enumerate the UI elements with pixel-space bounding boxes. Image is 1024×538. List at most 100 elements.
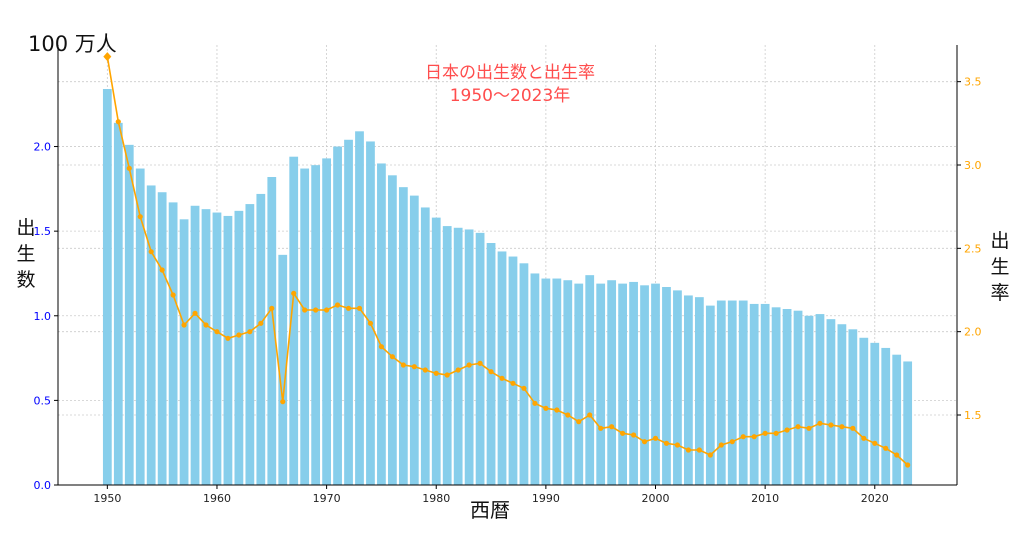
line-point-2000	[652, 435, 659, 441]
line-point-1967	[291, 290, 297, 296]
line-point-1959	[203, 322, 209, 328]
left-y-axis-label: 出 生 数	[14, 215, 38, 293]
line-point-2005	[707, 452, 713, 458]
bar-1995	[596, 283, 606, 485]
line-point-2015	[817, 420, 823, 426]
bar-1972	[344, 139, 353, 485]
line-point-1983	[466, 362, 472, 368]
bar-1962	[234, 210, 244, 485]
x-tick-label: 2020	[861, 492, 889, 505]
bar-1956	[168, 202, 178, 485]
line-point-1968	[302, 307, 308, 313]
bar-1952	[124, 144, 134, 485]
line-point-1992	[565, 412, 571, 418]
line-point-2007	[729, 439, 735, 445]
line-point-1961	[225, 335, 231, 341]
y-right-tick-label: 3.5	[964, 76, 982, 89]
y-left-tick-label: 1.0	[34, 310, 52, 323]
line-point-1994	[587, 412, 593, 418]
line-point-2017	[839, 424, 845, 430]
bar-1981	[442, 226, 452, 486]
right-y-axis-label: 出 生 率	[988, 228, 1012, 306]
left-y-axis-label-char: 生	[16, 243, 36, 265]
bar-2011	[771, 307, 781, 485]
axes: 1950 1960 1970 1980 1990 2000 2010 2020 0.0 0.5 1.…	[34, 45, 982, 505]
line-point-1995	[598, 425, 604, 431]
bar-1959	[201, 209, 211, 485]
y-left-tick-label: 0.0	[34, 479, 52, 492]
bar-1980	[431, 217, 441, 485]
bar-2001	[662, 287, 671, 485]
line-point-1986	[499, 375, 505, 381]
line-point-1953	[137, 214, 143, 220]
right-y-axis-label-char: 率	[990, 282, 1010, 304]
line-point-1982	[455, 367, 461, 373]
line-point-1978	[411, 364, 417, 370]
x-tick-label: 2000	[642, 492, 670, 505]
bar-1966	[278, 254, 288, 485]
x-tick-label: 1950	[93, 492, 121, 505]
bar-1951	[113, 122, 123, 485]
line-point-2013	[795, 424, 801, 430]
bar-1976	[387, 175, 397, 486]
line-point-1984	[477, 360, 483, 366]
bar-2021	[881, 347, 891, 485]
bar-1964	[256, 193, 266, 485]
line-point-1990	[543, 405, 549, 411]
bar-series	[102, 89, 913, 486]
bar-1950	[102, 89, 112, 485]
bar-1988	[519, 263, 529, 485]
line-point-1971	[334, 302, 341, 308]
y-left-tick-label: 2.0	[34, 141, 52, 154]
bar-1967	[289, 156, 299, 485]
bar-2022	[892, 354, 902, 485]
y-right-tick-label: 2.0	[964, 326, 982, 339]
bar-1968	[300, 168, 310, 486]
bar-1997	[618, 283, 628, 485]
bar-2002	[673, 290, 682, 485]
line-point-1985	[488, 369, 494, 375]
line-point-1981	[444, 372, 450, 378]
line-point-1956	[170, 292, 176, 298]
left-axis-unit-label: 100 万人	[28, 32, 117, 56]
line-point-1996	[609, 424, 615, 430]
bar-1970	[322, 158, 331, 485]
bar-2017	[837, 324, 847, 485]
line-point-2008	[740, 434, 746, 440]
bar-2000	[651, 283, 660, 485]
bar-1953	[135, 168, 145, 486]
right-y-axis-label-char: 出	[990, 230, 1010, 252]
right-y-axis-label-char: 生	[990, 256, 1010, 278]
bar-2008	[738, 300, 748, 485]
line-point-1993	[576, 419, 582, 425]
line-point-2022	[894, 452, 900, 458]
bar-1982	[453, 227, 463, 485]
bar-2004	[694, 297, 704, 485]
bar-2009	[749, 303, 759, 485]
line-point-1960	[214, 329, 220, 335]
bar-2020	[870, 342, 880, 485]
bar-1969	[311, 165, 321, 485]
bar-1971	[333, 146, 342, 486]
bar-2005	[705, 305, 715, 485]
line-point-1976	[389, 354, 395, 360]
bar-2006	[716, 300, 726, 485]
bar-2012	[782, 309, 792, 485]
bar-1978	[409, 195, 419, 485]
bar-1963	[245, 204, 255, 486]
bar-1987	[508, 256, 518, 485]
line-point-2009	[751, 434, 757, 440]
line-series	[103, 52, 911, 468]
line-point-2018	[850, 425, 856, 431]
bar-1961	[223, 215, 233, 485]
line-point-2016	[828, 422, 834, 428]
line-point-1965	[269, 305, 275, 311]
bar-2003	[684, 295, 693, 485]
bar-2013	[793, 310, 803, 485]
x-tick-label: 1990	[532, 492, 560, 505]
y-right-tick-label: 2.5	[964, 242, 982, 255]
line-point-2012	[784, 427, 790, 433]
bar-1996	[607, 280, 617, 485]
x-axis-label: 西暦	[470, 498, 510, 522]
